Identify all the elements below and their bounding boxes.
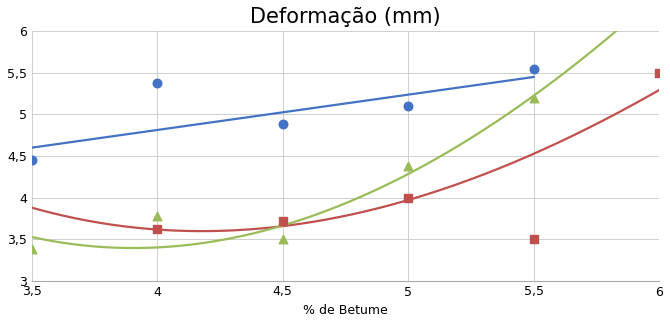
Point [152, 226, 163, 232]
Point [529, 95, 539, 100]
Point [529, 237, 539, 242]
Point [277, 122, 288, 127]
Point [152, 80, 163, 86]
X-axis label: % de Betume: % de Betume [303, 304, 388, 317]
Point [277, 218, 288, 223]
Point [403, 195, 413, 200]
Point [403, 103, 413, 109]
Title: Deformação (mm): Deformação (mm) [250, 7, 441, 27]
Point [403, 163, 413, 168]
Point [277, 237, 288, 242]
Point [152, 213, 163, 218]
Point [529, 66, 539, 71]
Point [26, 247, 37, 252]
Point [654, 70, 665, 75]
Point [26, 157, 37, 163]
